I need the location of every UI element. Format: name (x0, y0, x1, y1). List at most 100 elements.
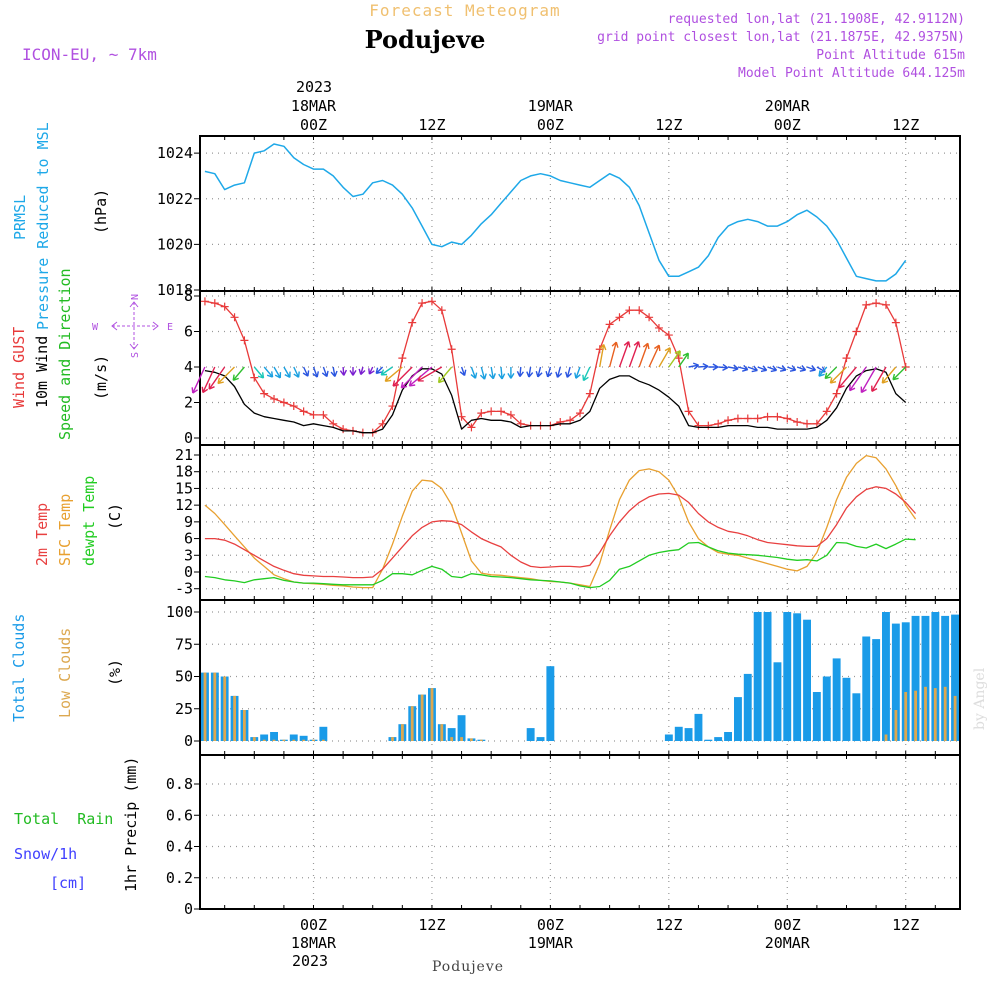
low-cloud-bar (440, 724, 444, 741)
low-cloud-bar (312, 739, 315, 741)
bottom-hour-label: 00Z (537, 916, 564, 934)
low-cloud-bar (292, 739, 296, 741)
wind-direction-arrow (321, 366, 329, 378)
gust-marker (872, 299, 881, 308)
top-hour-label: 00Z (774, 116, 801, 134)
y-tick-label: 100 (166, 603, 193, 621)
total-cloud-bar (793, 613, 802, 741)
gust-marker (309, 410, 318, 419)
low-cloud-bar (904, 692, 908, 741)
total-cloud-bar (852, 693, 861, 741)
gust-marker (674, 354, 683, 363)
total-cloud-bar (931, 612, 940, 741)
wind-direction-arrow (339, 366, 348, 376)
gust-marker (250, 373, 259, 382)
low-cloud-bar (924, 686, 927, 741)
total-cloud-bar (684, 728, 693, 741)
low-cloud-bar (410, 706, 414, 741)
gust-marker (516, 419, 525, 428)
total-cloud-bar (724, 732, 732, 741)
gust-marker (497, 407, 506, 416)
gust-marker (576, 409, 584, 418)
y-tick-label: 3 (184, 546, 193, 564)
wind-10m-label: 10m Wind (33, 336, 51, 408)
y-tick-label: 4 (184, 358, 193, 376)
total-cloud-bar (704, 739, 713, 741)
low-cloud-bar (460, 737, 463, 741)
total-cloud-bar (911, 615, 920, 741)
wind-direction-arrow (545, 366, 553, 378)
wind-direction-arrow (392, 366, 413, 387)
wind-direction-arrow (708, 363, 719, 371)
bottom-hour-label: 12Z (418, 916, 445, 934)
gust-marker (881, 300, 890, 309)
gust-marker (289, 402, 298, 411)
wind-gust-label: Wind GUST (10, 327, 28, 408)
temp-unit: (C) (106, 503, 124, 530)
gust-marker (447, 345, 456, 354)
bottom-hour-label: 00Z (774, 916, 801, 934)
y-tick-label: 0 (184, 429, 193, 447)
gust-marker (901, 363, 910, 371)
y-tick-label: 0.4 (166, 838, 193, 856)
total-cloud-bar (891, 623, 900, 741)
y-tick-label: 0 (184, 900, 193, 918)
wind-direction-arrow (860, 366, 877, 394)
precip-snow-label: Snow/1h (14, 845, 77, 863)
wind-direction-arrow (628, 341, 641, 368)
wind-direction-arrow (368, 366, 375, 375)
gust-marker (437, 306, 446, 315)
wind-direction-arrow (384, 366, 403, 382)
low-cloud-bar (322, 739, 325, 741)
total-cloud-bar (882, 612, 890, 741)
y-tick-label: 1024 (157, 144, 193, 162)
top-year: 2023 (296, 78, 332, 96)
wind-line (204, 368, 907, 434)
bottom-hour-label: 12Z (892, 916, 919, 934)
gust-marker (803, 419, 812, 428)
gust-marker (852, 327, 861, 336)
gust-marker (743, 414, 752, 423)
wind-direction-arrow (881, 366, 897, 384)
wind-direction-arrow (658, 347, 671, 368)
gust-marker (615, 313, 624, 322)
gust-marker (585, 389, 594, 398)
wind-direction-arrow (201, 366, 216, 394)
wind-direction-arrow (737, 364, 749, 372)
temp-sfc-label: SFC Temp (56, 494, 74, 566)
bottom-hour-label: 12Z (655, 916, 682, 934)
temp-legend: 2m Temp SFC Temp dewpt Temp (C) (33, 476, 124, 566)
gust-marker (664, 331, 673, 340)
gust-marker (220, 302, 229, 311)
bottom-date-label: 20MAR (765, 934, 811, 952)
gust-marker (842, 354, 851, 363)
wind-direction-arrow (599, 344, 607, 368)
low-cloud-bar (391, 737, 394, 741)
product-title: Forecast Meteogram (369, 1, 560, 20)
low-cloud-bar (243, 710, 246, 741)
wind-direction-arrow (380, 366, 393, 376)
y-tick-label: 1018 (157, 281, 193, 299)
wind-direction-arrow (892, 366, 907, 381)
y-tick-label: -3 (175, 580, 193, 598)
wind-direction-arrow (747, 365, 758, 373)
clouds-legend: Total Clouds Low Clouds (%) (10, 614, 124, 722)
gust-marker (260, 389, 269, 398)
top-hour-label: 12Z (655, 116, 682, 134)
gust-marker (230, 313, 239, 322)
y-tick-label: 25 (175, 700, 193, 718)
wind-direction-arrow (400, 366, 423, 389)
low-cloud-bar (914, 690, 917, 741)
total-cloud-bar (526, 728, 535, 741)
wind-direction-arrow (678, 352, 689, 368)
wind-direction-arrow (498, 366, 506, 380)
wind-direction-arrow (479, 366, 487, 380)
gust-marker (793, 418, 802, 427)
low-cloud-bar (223, 676, 227, 741)
y-tick-label: 9 (184, 513, 193, 531)
gust-marker (200, 297, 209, 306)
wind-direction-arrow (535, 366, 543, 378)
y-tick-label: 0 (184, 732, 193, 750)
